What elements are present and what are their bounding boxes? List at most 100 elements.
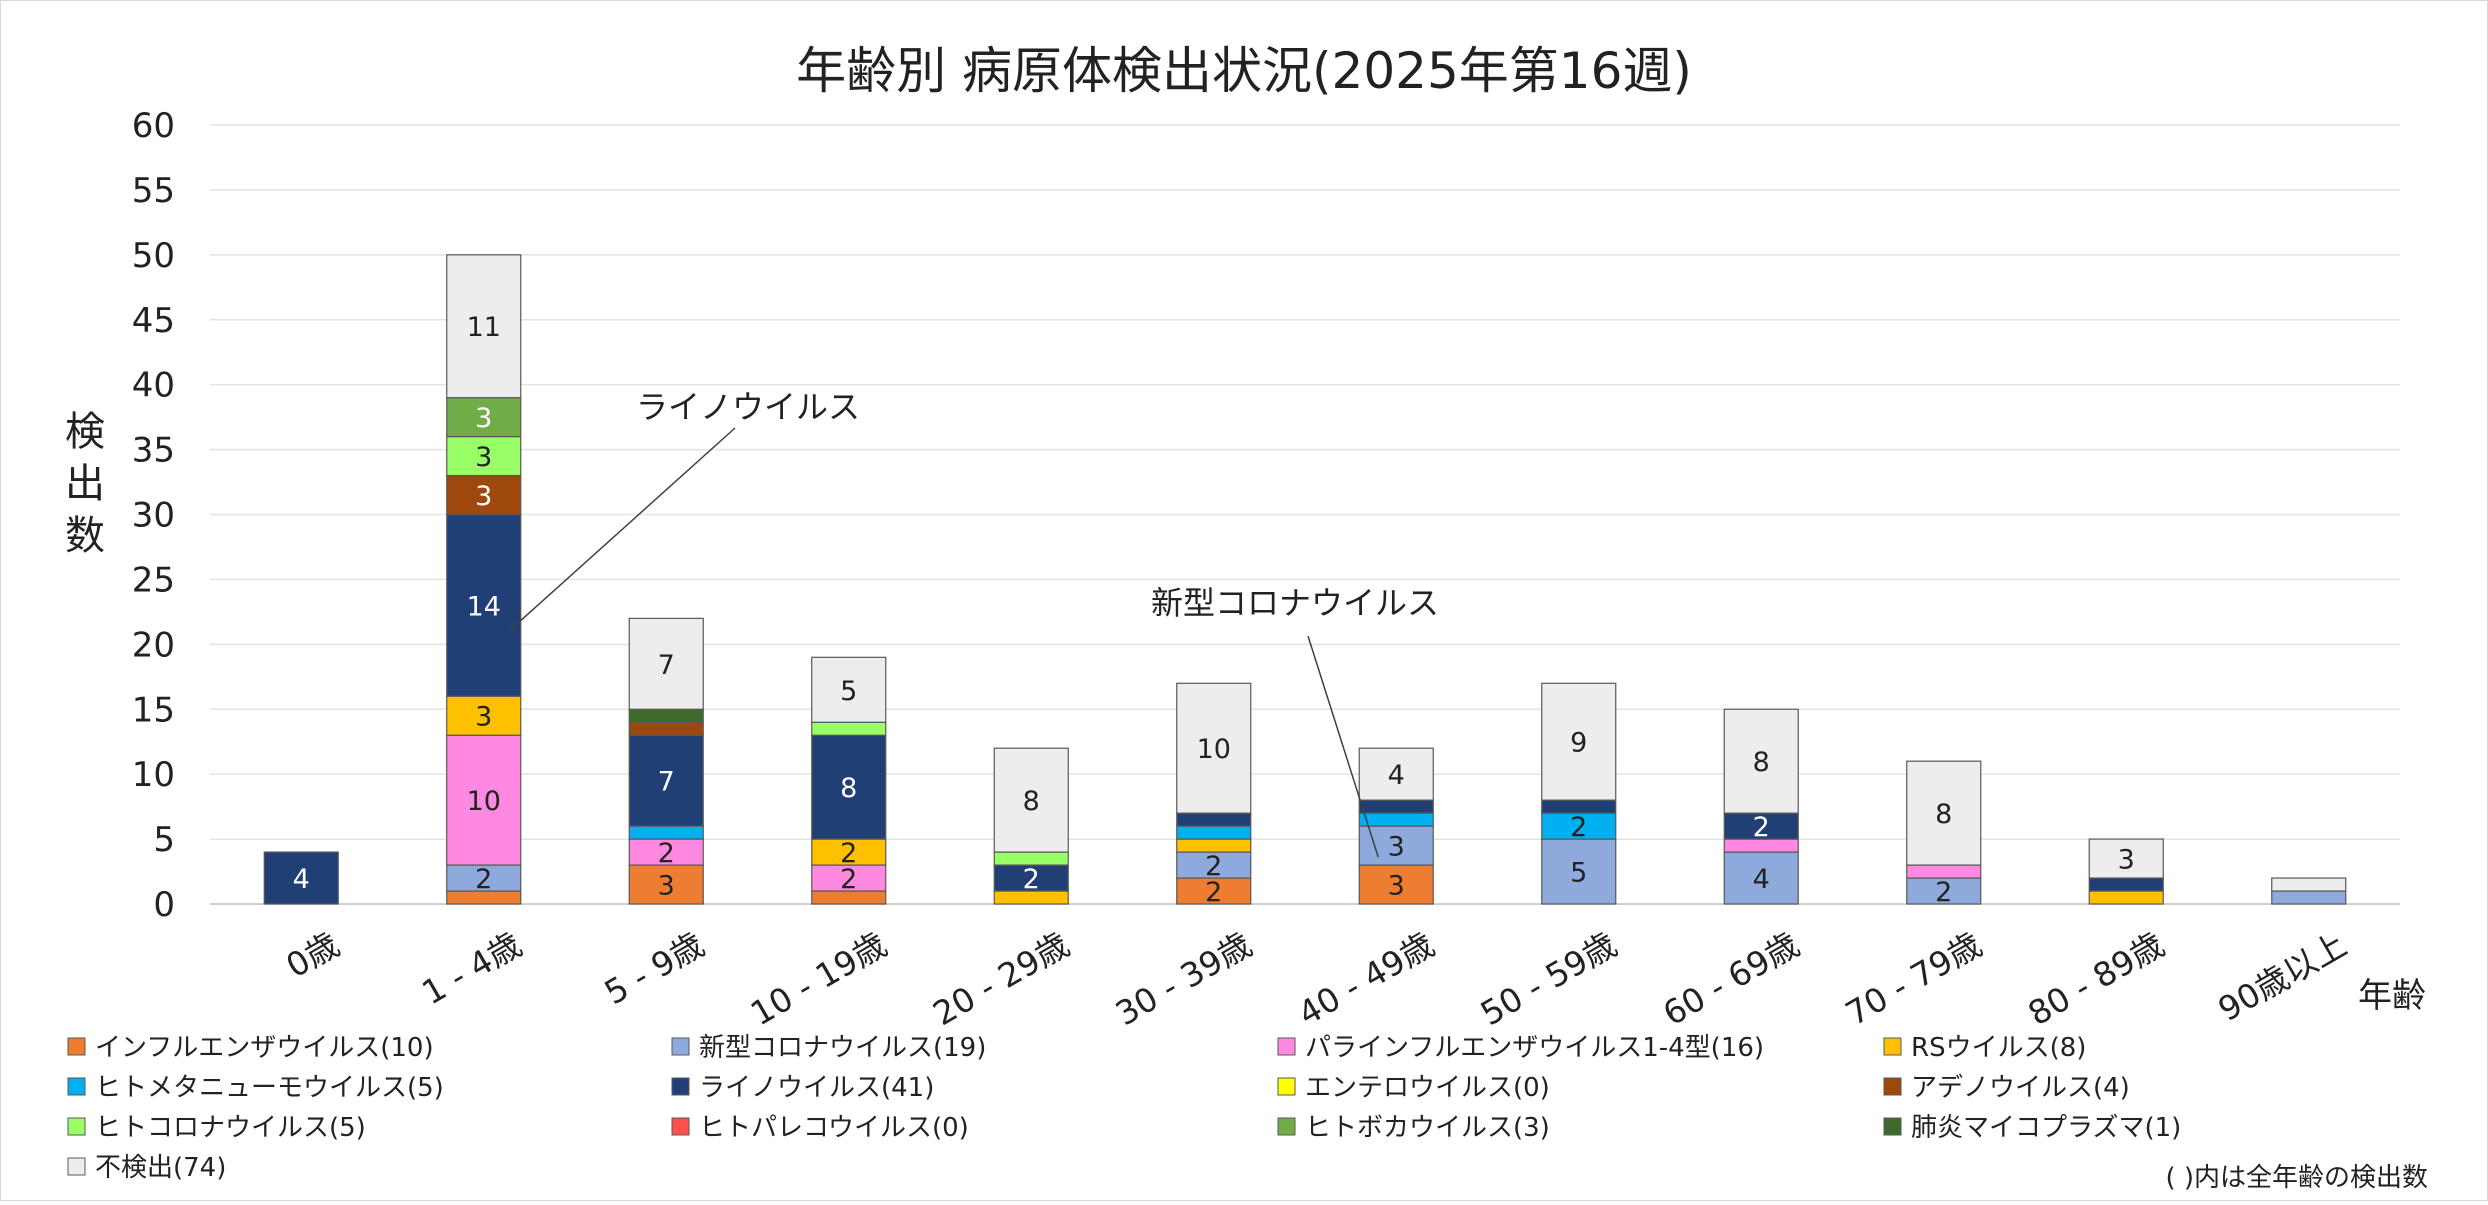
- y-tick-label: 50: [132, 236, 175, 276]
- bar-segment: [1176, 825, 1252, 840]
- legend-swatch: [67, 1077, 86, 1096]
- annotation-label: ライノウイルス: [636, 388, 860, 426]
- data-label: 2: [1205, 877, 1222, 908]
- legend-swatch: [1883, 1077, 1902, 1096]
- bar-segment: [1906, 877, 1982, 905]
- bar-segment: [446, 254, 522, 399]
- y-tick-label: 45: [132, 301, 175, 341]
- bar-segment: [811, 734, 887, 840]
- data-label: 8: [1753, 747, 1770, 778]
- data-label: 2: [840, 864, 857, 895]
- legend: インフルエンザウイルス(10) 新型コロナウイルス(19) パラインフルエンザウイル…: [67, 1033, 2181, 1183]
- y-tick-label: 20: [132, 625, 175, 665]
- annotation-leader-line: [1307, 635, 1379, 858]
- legend-entry: エンテロウイルス(0): [1277, 1073, 1550, 1103]
- y-tick-label: 40: [132, 366, 175, 406]
- data-label: 3: [2118, 845, 2135, 876]
- y-tick-label: 35: [132, 431, 175, 471]
- legend-label: ライノウイルス(41): [699, 1073, 934, 1103]
- data-label: 2: [1753, 812, 1770, 843]
- legend-entry: 新型コロナウイルス(19): [671, 1033, 986, 1063]
- bar-segment: [1358, 747, 1434, 801]
- legend-label: エンテロウイルス(0): [1305, 1073, 1550, 1103]
- data-label: 3: [475, 481, 492, 512]
- chart-title: 年齢別 病原体検出状況(2025年第16週): [796, 42, 1692, 100]
- bar-segment: [628, 617, 704, 710]
- data-label: 2: [1023, 864, 1040, 895]
- bar-segment: [1358, 825, 1434, 866]
- data-label: 2: [658, 838, 675, 869]
- bar-segment: [993, 864, 1069, 892]
- bar-segment: [1358, 799, 1434, 814]
- legend-swatch: [67, 1037, 86, 1056]
- data-label: 5: [840, 676, 857, 707]
- data-label: 14: [467, 591, 501, 622]
- bar-segment: [628, 734, 704, 827]
- data-label: 3: [475, 442, 492, 473]
- legend-swatch: [1883, 1117, 1902, 1136]
- data-label: 3: [475, 702, 492, 733]
- legend-label: 新型コロナウイルス(19): [699, 1033, 986, 1063]
- bar-segment: [446, 397, 522, 438]
- bars: [263, 254, 2347, 905]
- bar-segment: [628, 838, 704, 866]
- bar-segment: [628, 708, 704, 723]
- legend-entry: ヒトボカウイルス(3): [1277, 1113, 1550, 1143]
- bar-segment: [1723, 851, 1799, 905]
- legend-label: 肺炎マイコプラズマ(1): [1911, 1113, 2181, 1143]
- data-label: 4: [1753, 864, 1770, 895]
- data-label: 4: [1388, 760, 1405, 791]
- legend-label: ヒトコロナウイルス(5): [95, 1113, 366, 1143]
- bar-segment: [1541, 682, 1617, 801]
- bar-segment: [446, 864, 522, 892]
- legend-swatch: [671, 1077, 690, 1096]
- data-label: 2: [475, 864, 492, 895]
- legend-label: ヒトパレコウイルス(0): [699, 1113, 969, 1143]
- legend-label: アデノウイルス(4): [1911, 1073, 2130, 1103]
- data-label: 9: [1570, 728, 1587, 759]
- data-label: 8: [1023, 786, 1040, 817]
- legend-label: インフルエンザウイルス(10): [95, 1033, 434, 1063]
- annotation-leader-line: [508, 427, 736, 632]
- bar-segment: [2088, 838, 2164, 879]
- data-label: 3: [1388, 871, 1405, 902]
- bar-segment: [263, 851, 339, 905]
- legend-label: RSウイルス(8): [1911, 1033, 2086, 1063]
- footnote: ( )内は全年齢の検出数: [2165, 1163, 2428, 1193]
- bar-segment: [993, 747, 1069, 853]
- legend-entry: 肺炎マイコプラズマ(1): [1883, 1113, 2181, 1143]
- bar-segment: [446, 734, 522, 866]
- y-tick-label: 15: [132, 690, 175, 730]
- legend-label: ヒトボカウイルス(3): [1305, 1113, 1550, 1143]
- legend-swatch: [1277, 1077, 1296, 1096]
- data-label: 2: [840, 838, 857, 869]
- legend-label: 不検出(74): [95, 1153, 226, 1183]
- legend-entry: パラインフルエンザウイルス1-4型(16): [1277, 1033, 1764, 1063]
- bar-segment: [628, 721, 704, 736]
- data-label: 10: [467, 786, 501, 817]
- bar-segment: [446, 436, 522, 477]
- data-label: 3: [475, 403, 492, 434]
- data-label: 5: [1570, 858, 1587, 889]
- grid-lines: [210, 124, 2400, 905]
- bar-segment: [811, 838, 887, 866]
- data-label: 8: [1935, 799, 1952, 830]
- bar-segment: [2088, 890, 2164, 905]
- bar-segment: [811, 656, 887, 723]
- data-label: 2: [1570, 812, 1587, 843]
- legend-entry: インフルエンザウイルス(10): [67, 1033, 434, 1063]
- bar-segment: [1176, 877, 1252, 905]
- legend-label: ヒトメタニューモウイルス(5): [95, 1073, 444, 1103]
- bar-segment: [446, 513, 522, 697]
- data-label: 11: [467, 312, 501, 343]
- legend-entry: ヒトパレコウイルス(0): [671, 1113, 969, 1143]
- bar-segment: [2271, 890, 2347, 905]
- legend-entry: アデノウイルス(4): [1883, 1073, 2130, 1103]
- bar-segment: [1176, 682, 1252, 814]
- data-label: 7: [658, 767, 675, 798]
- y-tick-label: 55: [132, 171, 175, 211]
- legend-swatch: [67, 1157, 86, 1176]
- data-label: 4: [293, 864, 310, 895]
- y-tick-label: 60: [132, 106, 175, 146]
